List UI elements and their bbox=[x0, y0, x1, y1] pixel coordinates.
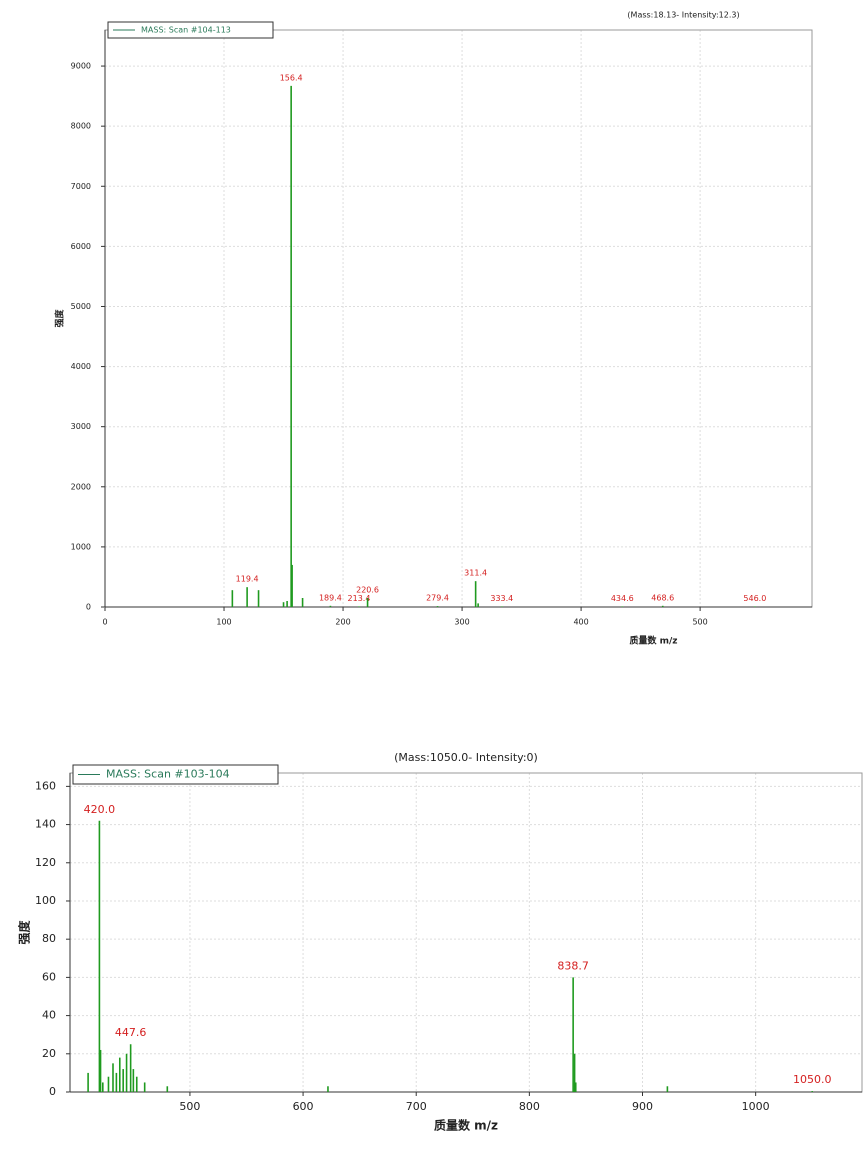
y-tick-label: 80 bbox=[42, 932, 56, 945]
y-axis-label: 强度 bbox=[17, 920, 32, 945]
y-tick-label: 140 bbox=[35, 818, 56, 831]
y-tick-label: 40 bbox=[42, 1009, 56, 1022]
x-tick-label: 500 bbox=[692, 618, 707, 627]
x-tick-label: 400 bbox=[573, 618, 588, 627]
y-tick-label: 160 bbox=[35, 779, 56, 792]
peak-label: 468.6 bbox=[651, 593, 674, 602]
y-tick-label: 0 bbox=[49, 1085, 56, 1098]
legend-box bbox=[107, 21, 274, 39]
peak-label: 1050.0 bbox=[793, 1073, 832, 1086]
peak-label: 189.4 bbox=[319, 593, 342, 602]
y-tick-label: 1000 bbox=[71, 542, 91, 551]
peak-label: 333.4 bbox=[490, 594, 513, 603]
peak-label: 311.4 bbox=[464, 569, 487, 578]
y-tick-label: 8000 bbox=[71, 122, 91, 131]
y-tick-label: 7000 bbox=[71, 182, 91, 191]
peak-label: 838.7 bbox=[557, 959, 589, 972]
y-tick-label: 120 bbox=[35, 856, 56, 869]
y-tick-label: 2000 bbox=[71, 482, 91, 491]
peak-label: 156.4 bbox=[280, 73, 303, 82]
y-tick-label: 4000 bbox=[71, 362, 91, 371]
x-axis-label: 质量数 m/z bbox=[434, 1118, 498, 1133]
y-axis-label: 强度 bbox=[54, 309, 66, 328]
x-tick-label: 200 bbox=[335, 618, 350, 627]
y-tick-label: 9000 bbox=[71, 62, 91, 71]
y-tick-label: 5000 bbox=[71, 302, 91, 311]
y-tick-label: 6000 bbox=[71, 242, 91, 251]
y-tick-label: 0 bbox=[86, 603, 91, 612]
subtitle: (Mass:1050.0- Intensity:0) bbox=[394, 751, 538, 764]
x-tick-label: 700 bbox=[406, 1100, 427, 1113]
peak-label: 279.4 bbox=[426, 594, 449, 603]
peak-label: 420.0 bbox=[84, 803, 116, 816]
plot-frame bbox=[104, 29, 813, 608]
peak-label: 119.4 bbox=[236, 575, 259, 584]
x-tick-label: 0 bbox=[102, 618, 107, 627]
plot-frame bbox=[69, 772, 863, 1093]
x-tick-label: 500 bbox=[179, 1100, 200, 1113]
legend-label: MASS: Scan #104-113 bbox=[141, 26, 231, 35]
x-tick-label: 100 bbox=[216, 618, 231, 627]
peak-label: 447.6 bbox=[115, 1026, 147, 1039]
y-tick-label: 100 bbox=[35, 894, 56, 907]
x-tick-label: 1000 bbox=[742, 1100, 770, 1113]
peak-label: 213.4 bbox=[348, 594, 371, 603]
legend-label: MASS: Scan #103-104 bbox=[106, 768, 230, 781]
y-tick-label: 3000 bbox=[71, 422, 91, 431]
x-tick-label: 900 bbox=[632, 1100, 653, 1113]
subtitle: (Mass:18.13- Intensity:12.3) bbox=[627, 11, 739, 20]
peak-label: 220.6 bbox=[356, 585, 379, 594]
peak-label: 434.6 bbox=[611, 594, 634, 603]
y-tick-label: 20 bbox=[42, 1047, 56, 1060]
peak-label: 546.0 bbox=[743, 594, 766, 603]
y-tick-label: 60 bbox=[42, 970, 56, 983]
x-tick-label: 800 bbox=[519, 1100, 540, 1113]
x-tick-label: 300 bbox=[454, 618, 469, 627]
x-axis-label: 质量数 m/z bbox=[629, 635, 677, 647]
x-tick-label: 600 bbox=[293, 1100, 314, 1113]
legend-box bbox=[72, 764, 279, 785]
